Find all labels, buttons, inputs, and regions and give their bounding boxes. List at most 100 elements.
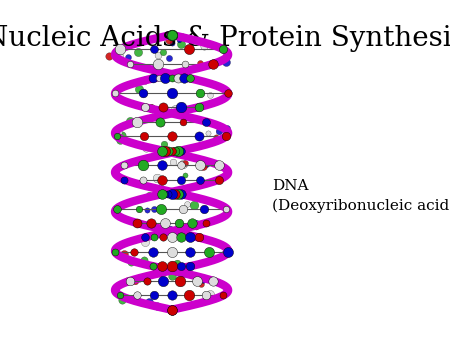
- Point: [160, 278, 167, 284]
- Point: [105, 53, 112, 58]
- Point: [168, 40, 175, 45]
- Point: [182, 161, 189, 166]
- Point: [134, 50, 141, 55]
- Point: [133, 119, 140, 124]
- Point: [167, 269, 175, 274]
- Point: [177, 104, 184, 110]
- Point: [165, 191, 172, 197]
- Point: [223, 59, 230, 64]
- Point: [124, 54, 131, 59]
- Point: [149, 264, 157, 269]
- Point: [113, 134, 120, 139]
- Point: [210, 61, 217, 67]
- Point: [171, 148, 178, 153]
- Point: [186, 235, 193, 240]
- Point: [147, 220, 154, 226]
- Point: [154, 61, 161, 67]
- Point: [197, 281, 204, 287]
- Point: [162, 76, 169, 81]
- Point: [175, 220, 182, 226]
- Point: [151, 293, 158, 298]
- Point: [140, 134, 148, 139]
- Point: [187, 249, 194, 255]
- Point: [207, 92, 214, 97]
- Point: [158, 177, 166, 182]
- Point: [220, 47, 227, 52]
- Point: [116, 138, 123, 143]
- Point: [153, 303, 161, 309]
- Point: [168, 307, 175, 313]
- Text: Nucleic Acids & Protein Synthesis: Nucleic Acids & Protein Synthesis: [0, 25, 450, 52]
- Point: [118, 132, 126, 137]
- Point: [168, 307, 175, 313]
- Point: [168, 32, 175, 38]
- Point: [130, 249, 138, 255]
- Point: [184, 201, 191, 207]
- Point: [147, 105, 154, 111]
- Point: [216, 177, 223, 182]
- Point: [202, 220, 210, 226]
- Point: [157, 119, 164, 124]
- Point: [114, 128, 122, 134]
- Point: [156, 76, 163, 81]
- Point: [168, 235, 175, 240]
- Point: [223, 206, 230, 211]
- Point: [112, 249, 119, 255]
- Point: [141, 104, 148, 110]
- Point: [126, 278, 134, 284]
- Point: [177, 235, 184, 240]
- Point: [157, 206, 164, 211]
- Point: [135, 275, 142, 280]
- Point: [158, 163, 166, 168]
- Point: [132, 278, 139, 283]
- Point: [223, 134, 230, 139]
- Point: [225, 90, 232, 96]
- Point: [199, 164, 207, 169]
- Point: [168, 148, 175, 153]
- Point: [151, 47, 158, 52]
- Point: [166, 55, 173, 61]
- Point: [171, 191, 178, 197]
- Point: [132, 260, 139, 265]
- Point: [181, 172, 188, 177]
- Point: [199, 277, 207, 283]
- Point: [180, 76, 188, 81]
- Point: [185, 293, 193, 298]
- Point: [135, 206, 142, 211]
- Point: [135, 87, 143, 92]
- Point: [141, 235, 148, 240]
- Point: [124, 278, 131, 284]
- Point: [200, 44, 207, 49]
- Point: [112, 90, 119, 96]
- Point: [173, 271, 180, 276]
- Point: [159, 235, 166, 240]
- Point: [166, 226, 173, 231]
- Point: [168, 249, 175, 255]
- Point: [213, 134, 220, 139]
- Point: [198, 178, 205, 184]
- Point: [122, 163, 129, 169]
- Point: [127, 259, 134, 265]
- Point: [177, 191, 184, 197]
- Point: [188, 115, 195, 121]
- Point: [192, 220, 199, 226]
- Point: [201, 206, 208, 211]
- Point: [154, 265, 161, 270]
- Point: [168, 293, 175, 298]
- Point: [190, 67, 197, 72]
- Point: [140, 90, 147, 96]
- Point: [144, 207, 151, 212]
- Point: [180, 161, 187, 167]
- Point: [141, 77, 149, 82]
- Point: [205, 62, 212, 68]
- Point: [168, 273, 176, 279]
- Point: [168, 264, 175, 269]
- Point: [177, 42, 184, 47]
- Point: [121, 177, 128, 182]
- Point: [151, 265, 158, 270]
- Point: [176, 278, 184, 284]
- Point: [161, 220, 168, 226]
- Point: [155, 147, 162, 153]
- Point: [168, 307, 175, 313]
- Point: [143, 278, 150, 284]
